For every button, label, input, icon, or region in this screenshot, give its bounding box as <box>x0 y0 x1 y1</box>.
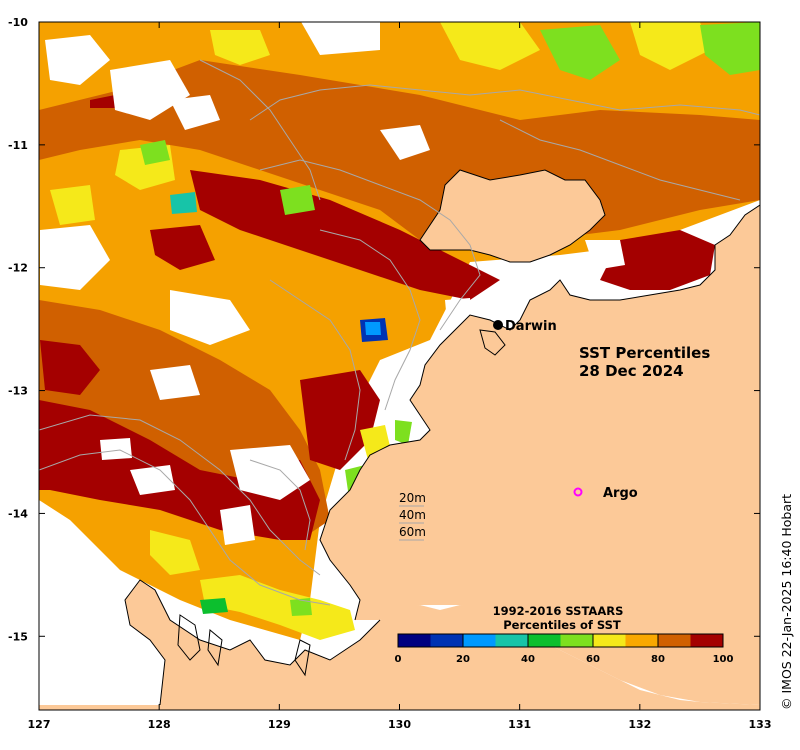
colorbar-block <box>398 634 431 647</box>
place-darwin: Darwin <box>493 319 557 334</box>
depth-label-20m: 20m <box>399 491 426 505</box>
colorbar-block <box>560 634 594 647</box>
argo-label: Argo <box>603 486 638 501</box>
y-tick-label: -13 <box>8 385 28 398</box>
darwin-marker-icon <box>493 320 503 330</box>
depth-contours <box>39 59 760 606</box>
map-title-line1: SST Percentiles <box>579 344 710 362</box>
x-tick-label: 131 <box>508 718 531 731</box>
axes: 127 128 129 130 131 132 133 -10 -11 -12 -13 -14 -15 <box>8 16 771 731</box>
colorbar-title-line1: 1992-2016 SSTAARS <box>493 604 624 618</box>
map-title-line2: 28 Dec 2024 <box>579 362 684 380</box>
colorbar: 1992-2016 SSTAARS Percentiles of SST 0 20… <box>395 604 734 665</box>
colorbar-tick-label: 80 <box>651 654 665 665</box>
colorbar-block <box>495 634 529 647</box>
depth-legend: 20m 40m 60m <box>399 491 426 541</box>
colorbar-block <box>690 634 724 647</box>
colorbar-block <box>528 634 561 647</box>
colorbar-tick-label: 60 <box>586 654 600 665</box>
colorbar-tick-label: 100 <box>713 654 734 665</box>
y-tick-label: -15 <box>8 630 28 643</box>
colorbar-block <box>463 634 496 647</box>
place-argo: Argo <box>573 486 638 501</box>
colorbar-tick-label: 40 <box>521 654 535 665</box>
x-tick-label: 130 <box>388 718 411 731</box>
colorbar-block <box>658 634 691 647</box>
y-tick-label: -11 <box>8 139 28 152</box>
colorbar-block <box>430 634 464 647</box>
y-tick-label: -12 <box>8 262 28 275</box>
x-tick-label: 133 <box>749 718 772 731</box>
colorbar-tick-label: 20 <box>456 654 470 665</box>
argo-marker-icon <box>573 487 583 497</box>
darwin-label: Darwin <box>505 319 557 334</box>
colorbar-block <box>593 634 626 647</box>
depth-label-40m: 40m <box>399 508 426 522</box>
depth-label-60m: 60m <box>399 525 426 539</box>
x-tick-label: 129 <box>268 718 291 731</box>
x-tick-label: 132 <box>628 718 651 731</box>
colorbar-block <box>625 634 659 647</box>
copyright-text: © IMOS 22-Jan-2025 16:40 Hobart <box>779 494 794 710</box>
colorbar-tick-label: 0 <box>395 654 402 665</box>
colorbar-title-line2: Percentiles of SST <box>503 618 621 632</box>
x-tick-label: 127 <box>28 718 51 731</box>
x-tick-label: 128 <box>148 718 171 731</box>
colorbar-ticks: 0 20 40 60 80 100 <box>395 634 734 665</box>
map-area <box>39 22 760 710</box>
colorbar-blocks <box>398 634 724 647</box>
y-tick-label: -14 <box>8 507 28 520</box>
coastline <box>124 169 760 706</box>
y-tick-label: -10 <box>8 16 28 29</box>
